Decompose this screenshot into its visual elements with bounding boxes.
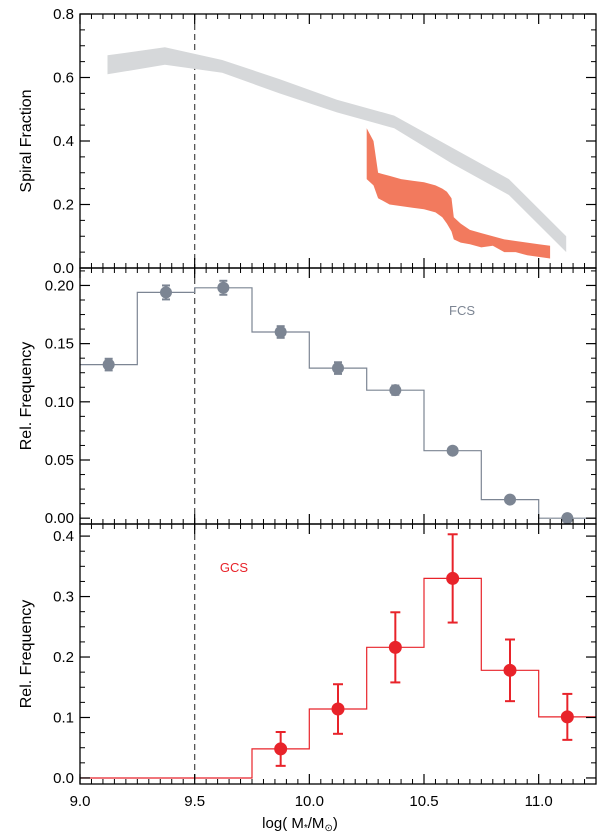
data-point: [274, 742, 288, 756]
y-tick-label: 0.8: [53, 6, 74, 23]
y-tick-label: 0.05: [45, 452, 74, 469]
data-point: [102, 358, 115, 371]
spiral-fraction-panel: 0.0 0.2 0.4 0.6 0.8 Spiral Fraction: [18, 6, 597, 277]
gcs-histogram-line: [80, 577, 596, 779]
data-point: [332, 362, 344, 375]
x-tick-label: 11.0: [525, 793, 553, 810]
plot-frame: [79, 523, 597, 785]
data-point: [446, 571, 460, 585]
data-point: [274, 326, 287, 338]
data-point: [388, 640, 402, 654]
y-tick-label: 0.6: [53, 70, 74, 87]
fcs-label: FCS: [449, 303, 475, 318]
x-tick-label: 9.0: [70, 793, 91, 810]
y-tick-label: 0.0: [53, 260, 74, 277]
spiral-fraction-band-1: [107, 47, 567, 253]
x-axis-label: log( M*/M⊙): [262, 815, 338, 834]
x-tick-label: 10.5: [409, 793, 438, 810]
data-point: [503, 663, 517, 677]
y-tick-label: 0.2: [53, 197, 74, 214]
x-tick-label: 9.5: [184, 793, 205, 810]
data-point: [217, 281, 230, 294]
x-tick-label: 10.0: [295, 793, 324, 810]
data-point: [504, 493, 516, 506]
y-tick-label: 0.4: [53, 528, 74, 545]
y-tick-label: 0.00: [45, 510, 74, 527]
y-tick-label: 0.0: [53, 770, 74, 787]
y-tick-label: 0.15: [45, 336, 74, 353]
data-point: [160, 286, 172, 299]
plot-frame: [79, 267, 597, 525]
data-point: [331, 702, 345, 716]
y-tick-label: 0.20: [45, 277, 74, 294]
data-point: [560, 710, 574, 724]
fcs-frequency-panel: FCS 0.00 0.05 0.10 0.15 0.20 Rel. Frequency: [18, 267, 597, 527]
y-axis-label: Spiral Fraction: [18, 89, 35, 192]
y-tick-label: 0.3: [53, 589, 74, 606]
data-point: [561, 512, 574, 525]
y-tick-label: 0.10: [45, 394, 74, 411]
y-axis-label: Rel. Frequency: [18, 600, 35, 709]
spiral-fraction-band-2: [366, 128, 551, 259]
y-tick-label: 0.1: [53, 709, 74, 726]
y-axis-label: Rel. Frequency: [18, 342, 35, 451]
data-point: [389, 384, 402, 397]
gcs-frequency-panel: GCS 0.0 0.1 0.2 0.3 0.4 Rel. Frequency 9.0 9.5 10…: [18, 523, 597, 810]
fcs-histogram-line: [80, 287, 596, 519]
y-tick-label: 0.4: [53, 133, 74, 150]
gcs-label: GCS: [220, 560, 249, 575]
data-point: [446, 444, 459, 457]
y-tick-label: 0.2: [53, 649, 74, 666]
